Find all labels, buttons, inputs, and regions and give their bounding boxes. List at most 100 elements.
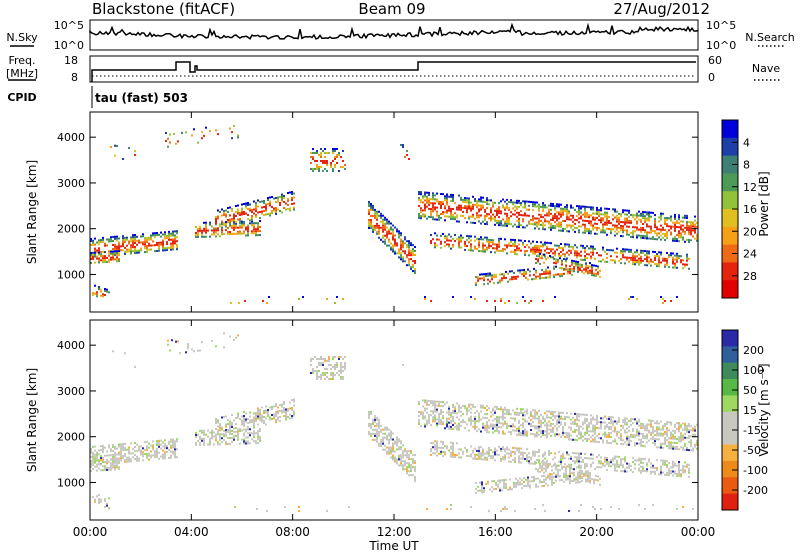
power-heat-cell <box>610 259 612 262</box>
power-heat-cell <box>404 250 406 253</box>
velocity-heat-cell <box>382 432 384 435</box>
power-heat-cell <box>652 237 654 240</box>
power-heat-cell <box>483 275 485 278</box>
power-heat-cell <box>291 199 293 201</box>
power-heat-cell <box>251 230 253 233</box>
power-heat-cell <box>602 258 604 261</box>
velocity-heat-cell <box>434 446 436 449</box>
power-heat-cell <box>680 236 682 239</box>
velocity-heat-cell <box>560 457 562 459</box>
velocity-heat-cell <box>636 432 638 435</box>
power-heat-cell <box>326 152 328 154</box>
power-heat-cell <box>662 259 664 262</box>
velocity-heat-cell <box>626 435 628 438</box>
power-heat-cell <box>567 270 569 273</box>
power-heat-cell <box>474 235 476 238</box>
power-heat-cell <box>555 260 557 263</box>
velocity-heat-cell <box>500 426 502 429</box>
power-heat-cell <box>320 148 322 150</box>
power-heat-cell <box>402 244 404 247</box>
power-heat-cell <box>492 201 494 204</box>
velocity-heat-cell <box>506 448 508 451</box>
velocity-heat-cell <box>404 464 406 467</box>
power-heat-cell <box>460 204 462 207</box>
power-heat-cell <box>662 228 664 231</box>
power-heat-cell <box>606 221 608 224</box>
velocity-heat-cell <box>672 429 674 432</box>
power-heat-cell <box>628 250 630 253</box>
power-heat-cell <box>486 300 488 302</box>
power-heat-cell <box>684 230 686 233</box>
power-heat-cell <box>98 239 100 242</box>
velocity-heat-cell <box>560 411 562 414</box>
power-heat-cell <box>598 260 600 263</box>
velocity-heat-cell <box>492 407 494 410</box>
power-heat-cell <box>636 236 638 239</box>
power-heat-cell <box>522 241 524 244</box>
power-heat-cell <box>650 225 652 228</box>
velocity-heat-cell <box>532 454 534 457</box>
power-heat-cell <box>642 223 644 225</box>
power-heat-cell <box>552 225 554 227</box>
power-heat-cell <box>259 230 261 232</box>
power-heat-cell <box>658 228 660 231</box>
velocity-heat-cell <box>550 410 552 413</box>
velocity-heat-cell <box>628 441 630 444</box>
power-heat-cell <box>231 218 233 220</box>
power-heat-cell <box>524 250 526 252</box>
velocity-heat-cell <box>598 454 600 457</box>
power-heat-cell <box>569 268 571 271</box>
power-heat-cell <box>231 210 233 212</box>
power-heat-cell <box>452 216 454 218</box>
power-heat-cell <box>518 213 520 216</box>
power-heat-cell <box>414 250 416 252</box>
power-heat-cell <box>478 244 480 247</box>
power-heat-cell <box>253 224 255 227</box>
power-heat-cell <box>602 227 604 230</box>
power-heat-cell <box>550 202 552 205</box>
power-heat-cell <box>418 197 420 199</box>
velocity-heat-cell <box>680 432 682 435</box>
velocity-heat-cell <box>211 433 213 436</box>
velocity-heat-cell <box>672 447 674 450</box>
velocity-heat-cell <box>245 430 247 433</box>
power-heat-cell <box>402 256 404 259</box>
velocity-heat-cell <box>524 434 526 437</box>
power-heat-cell <box>245 204 247 207</box>
power-heat-cell <box>450 209 452 212</box>
power-heat-cell <box>400 252 402 255</box>
power-heat-cell <box>668 254 670 257</box>
power-heat-cell <box>261 212 263 215</box>
power-heat-cell <box>392 238 394 241</box>
power-heat-cell <box>414 272 416 274</box>
velocity-heat-cell <box>312 372 314 374</box>
power-heat-cell <box>632 230 634 233</box>
power-heat-cell <box>480 198 482 201</box>
velocity-heat-cell <box>136 459 138 462</box>
velocity-heat-cell <box>221 426 223 429</box>
power-heat-cell <box>686 257 688 260</box>
power-heat-cell <box>564 206 566 208</box>
velocity-heat-cell <box>251 421 253 423</box>
velocity-heat-cell <box>116 460 118 463</box>
velocity-heat-cell <box>404 454 406 457</box>
power-heat-cell <box>498 243 500 246</box>
velocity-heat-cell <box>291 417 293 419</box>
velocity-heat-cell <box>574 420 576 423</box>
power-heat-cell <box>696 239 698 242</box>
power-heat-cell <box>600 207 602 210</box>
power-heat-cell <box>620 221 622 223</box>
velocity-heat-cell <box>231 432 233 435</box>
power-heat-cell <box>430 202 432 205</box>
velocity-heat-cell <box>100 463 102 466</box>
power-heat-cell <box>556 223 558 226</box>
velocity-heat-cell <box>494 411 496 414</box>
velocity-heat-cell <box>382 442 384 445</box>
power-heat-cell <box>478 198 480 201</box>
velocity-heat-cell <box>632 422 634 425</box>
power-heat-cell <box>227 211 229 213</box>
power-heat-cell <box>235 222 237 225</box>
power-heat-cell <box>542 210 544 213</box>
power-heat-cell <box>638 253 640 256</box>
velocity-heat-cell <box>482 454 484 457</box>
